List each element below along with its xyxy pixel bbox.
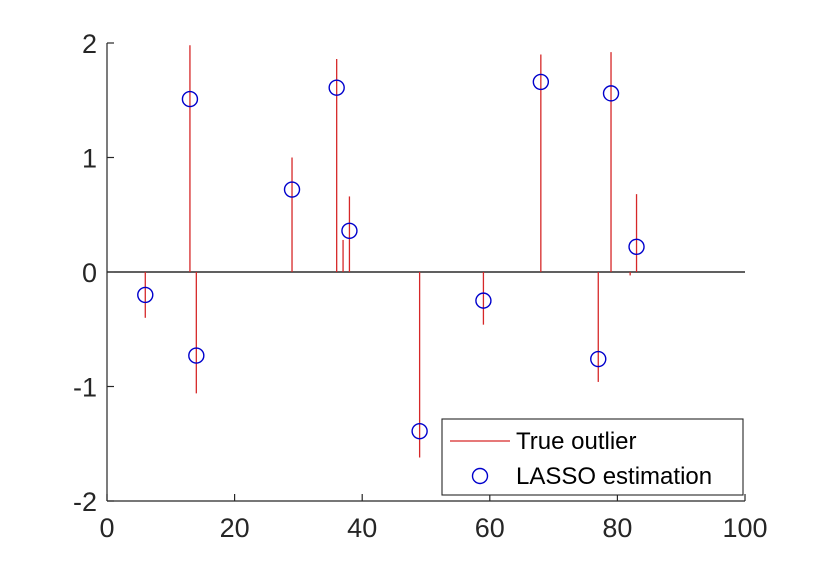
lasso-estimate-marker (411, 422, 428, 440)
legend: True outlier LASSO estimation (441, 418, 744, 496)
lasso-estimate-marker (137, 286, 154, 304)
axis-layer: 0 20 40 60 80 100 -2 -1 0 1 2 (73, 29, 768, 543)
x-tick-label: 100 (722, 513, 767, 543)
stem-layer (144, 45, 638, 458)
x-tick-label: 60 (475, 513, 505, 543)
legend-lasso-swatch (471, 467, 489, 485)
y-tick-label: -2 (73, 487, 97, 517)
legend-box (441, 418, 744, 496)
lasso-estimate-marker (341, 222, 358, 239)
y-tick-label: 2 (82, 29, 97, 59)
lasso-estimate-marker (181, 90, 199, 108)
lasso-estimate-marker (602, 85, 620, 102)
lasso-estimate-marker (532, 73, 550, 91)
legend-label: True outlier (516, 428, 637, 455)
y-tick-label: 0 (82, 258, 97, 288)
x-tick-label: 80 (602, 513, 632, 543)
x-tick-label: 40 (347, 513, 377, 543)
lasso-estimate-marker (328, 79, 345, 96)
marker-layer (137, 73, 645, 440)
lasso-estimate-marker (188, 347, 205, 364)
y-tick-label: 1 (82, 144, 97, 174)
lasso-estimate-marker (628, 238, 645, 256)
legend-label: LASSO estimation (516, 463, 712, 490)
lasso-estimate-marker (283, 181, 301, 198)
y-tick-label: -1 (73, 373, 97, 403)
x-tick-label: 20 (220, 513, 250, 543)
x-tick-label: 0 (99, 513, 114, 543)
lasso-estimate-marker (475, 292, 492, 309)
lasso-estimate-marker (590, 350, 607, 368)
